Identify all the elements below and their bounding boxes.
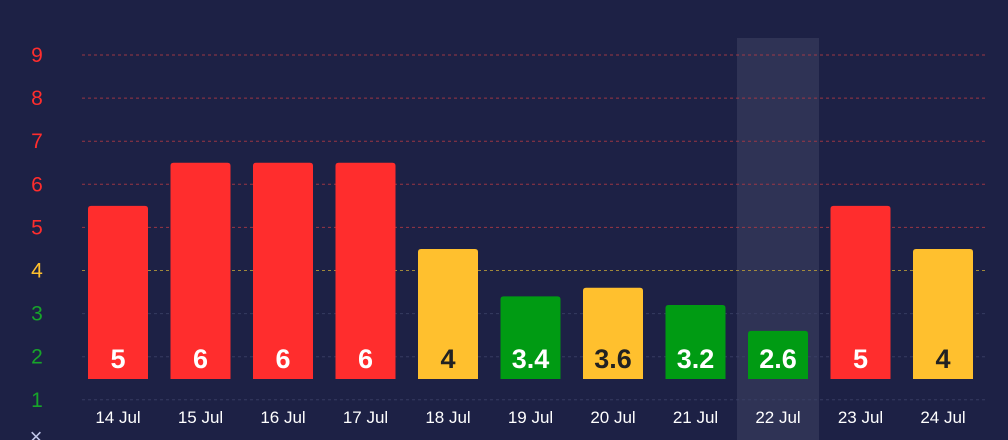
y-tick-label: 5 — [31, 216, 43, 239]
bar[interactable] — [583, 287, 643, 379]
bar-value-label: 6 — [275, 344, 290, 374]
bar[interactable] — [253, 162, 313, 379]
x-tick-label: 20 Jul — [590, 408, 635, 427]
bar-value-label: 6 — [358, 344, 373, 374]
bar-value-label: 4 — [935, 344, 950, 374]
bar[interactable] — [830, 205, 891, 379]
x-tick-label: 23 Jul — [838, 408, 883, 427]
bar-value-label: 6 — [193, 344, 208, 374]
bar-value-label: 5 — [853, 344, 868, 374]
x-tick-label: 21 Jul — [673, 408, 718, 427]
bar[interactable] — [335, 162, 396, 379]
bar[interactable] — [748, 330, 808, 379]
y-tick-label: 8 — [31, 87, 43, 110]
y-tick-label: 3 — [31, 303, 43, 326]
y-tick-label: 1 — [31, 389, 43, 412]
x-tick-label: 16 Jul — [260, 408, 305, 427]
bar-value-label: 4 — [440, 344, 455, 374]
bar-value-label: 3.4 — [512, 344, 550, 374]
y-tick-label: 7 — [31, 130, 43, 153]
x-tick-label: 15 Jul — [178, 408, 223, 427]
bar-value-label: 5 — [110, 344, 125, 374]
bar[interactable] — [665, 304, 726, 379]
y-tick-label: 9 — [31, 44, 43, 67]
y-tick-label: 2 — [31, 346, 43, 369]
x-tick-label: 22 Jul — [755, 408, 800, 427]
bar-value-label: 3.2 — [677, 344, 715, 374]
bar-value-label: 2.6 — [759, 344, 797, 374]
y-tick-label: 6 — [31, 173, 43, 196]
bar-value-label: 3.6 — [594, 344, 632, 374]
bar[interactable] — [500, 296, 561, 379]
bar[interactable] — [88, 205, 148, 379]
y-tick-label: 4 — [31, 260, 43, 283]
x-tick-label: 24 Jul — [920, 408, 965, 427]
x-tick-label: 19 Jul — [508, 408, 553, 427]
bar[interactable] — [913, 248, 973, 379]
x-tick-label: 18 Jul — [425, 408, 470, 427]
x-tick-label: 17 Jul — [343, 408, 388, 427]
x-tick-label: 14 Jul — [95, 408, 140, 427]
bar[interactable] — [418, 248, 478, 379]
axis-cutoff-marker: × — [30, 424, 43, 440]
bar[interactable] — [170, 162, 231, 379]
